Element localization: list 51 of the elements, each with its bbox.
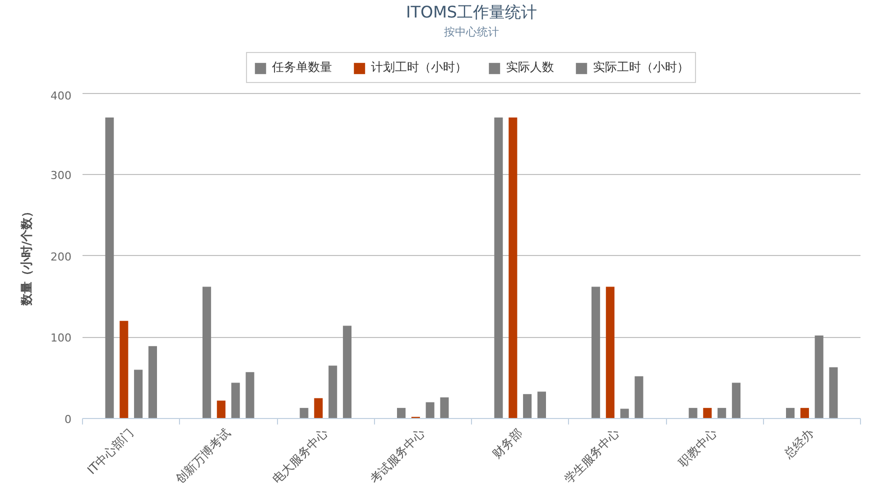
- y-tick-label: 300: [50, 168, 72, 182]
- bar: [342, 326, 352, 418]
- bar: [148, 346, 157, 418]
- bar: [300, 408, 308, 418]
- x-tick-label: 总经办: [780, 426, 817, 462]
- bar: [426, 402, 434, 418]
- bar: [703, 408, 712, 418]
- bar: [494, 118, 503, 418]
- bar: [732, 382, 740, 418]
- bar: [397, 408, 406, 418]
- bar: [202, 286, 212, 418]
- x-tick-label: IT中心部门: [84, 426, 136, 478]
- legend-label: 任务单数量: [272, 59, 332, 76]
- bar: [688, 408, 698, 418]
- chart-title: ITOMS工作量统计: [406, 2, 538, 22]
- bar: [620, 408, 629, 418]
- y-tick-label: 100: [50, 332, 72, 345]
- bar: [134, 370, 143, 418]
- y-axis-title: 数量（小时/个数）: [20, 205, 34, 307]
- bar: [105, 118, 114, 418]
- y-tick-label: 200: [50, 250, 72, 264]
- x-tick-label: 考试服务中心: [367, 426, 428, 486]
- bar: [634, 376, 644, 418]
- y-tick-label: 400: [50, 90, 72, 102]
- y-tick-label: 0: [64, 413, 72, 426]
- bar: [718, 408, 726, 418]
- bar: [231, 382, 240, 418]
- bar: [523, 394, 532, 418]
- x-tick-label: 电大服务中心: [270, 426, 331, 486]
- x-tick-label: 职教中心: [676, 426, 720, 470]
- bar: [314, 398, 323, 418]
- bar: [814, 336, 824, 418]
- bar: [606, 286, 614, 418]
- bar: [246, 372, 254, 418]
- bar: [800, 408, 809, 418]
- legend-label: 计划工时（小时）: [371, 59, 467, 76]
- legend-label: 实际人数: [506, 59, 554, 76]
- bar: [537, 392, 546, 418]
- x-tick-label: 财务部: [490, 426, 526, 461]
- bar: [592, 286, 600, 418]
- bar: [328, 366, 338, 418]
- legend-label: 实际工时（小时）: [593, 59, 689, 76]
- bar: [120, 320, 128, 418]
- bar: [508, 118, 518, 418]
- bar: [440, 397, 449, 418]
- bar: [786, 408, 795, 418]
- bar: [216, 400, 226, 418]
- x-tick-label: 学生服务中心: [562, 426, 622, 486]
- x-tick-label: 创新万博考试: [172, 426, 234, 486]
- bar: [829, 367, 838, 418]
- chart-subtitle: 按中心统计: [444, 26, 499, 38]
